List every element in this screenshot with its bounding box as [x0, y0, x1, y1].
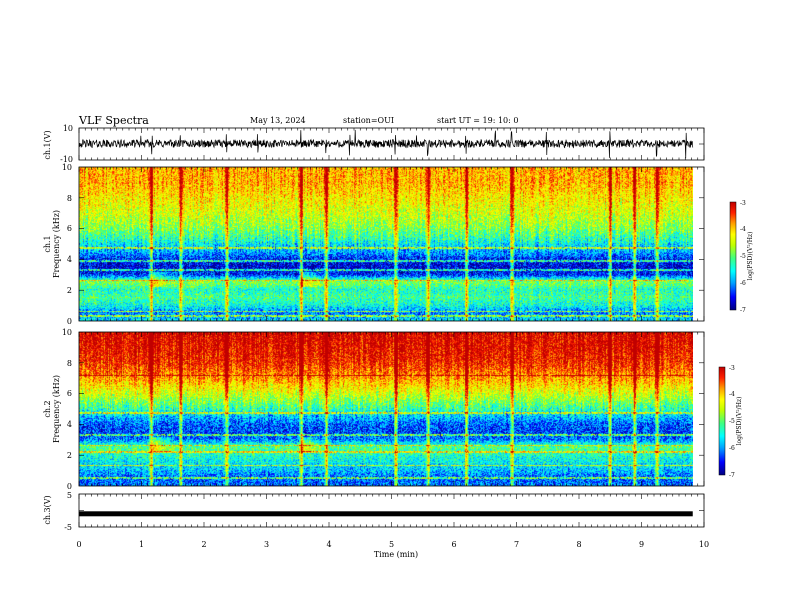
- ch1-colorbar: -3 -4 -5 -6 -7 log(PSD)(V²/Hz): [729, 200, 754, 314]
- ch2-ylabel-frequency: Frequency (kHz): [52, 375, 61, 443]
- time-tick-label: 2: [201, 540, 206, 549]
- ch2-spectrogram-ticks: [78, 332, 705, 486]
- ch1-ylabel-frequency: Frequency (kHz): [52, 210, 61, 278]
- ch2-colorbar: -3 -4 -5 -6 -7 log(PSD)(V²/Hz): [718, 365, 743, 479]
- ch1-colorbar-label: log(PSD)(V²/Hz): [747, 232, 754, 281]
- time-tick-label: 3: [264, 540, 269, 549]
- ch1-waveform-panel: 10 -10 ch.1(V): [43, 124, 705, 164]
- ch2-colorbar-bar: [718, 366, 726, 476]
- ch1-ytick-bottom: -10: [60, 155, 73, 164]
- ch3-ytick-bottom: -5: [64, 523, 72, 532]
- time-tick-label: 1: [139, 540, 144, 549]
- ch3-ytick-top: 5: [67, 491, 72, 500]
- time-tick-label: 10: [699, 540, 709, 549]
- ch2-frequency-tick-labels: 0 2 4 6 8 10: [62, 328, 72, 491]
- ch2-cb-tick-6: -6: [729, 445, 735, 452]
- ch1-cb-tick-6: -6: [740, 280, 746, 287]
- ch2-ylabel-channel: ch.2: [43, 400, 52, 417]
- ch2-cb-tick-5: -5: [729, 418, 735, 425]
- ch1-cb-tick-7: -7: [740, 307, 746, 314]
- ch1-waveform-ylabel: ch.1(V): [43, 130, 52, 159]
- ch1-ytick-10: 10: [62, 163, 72, 172]
- ch1-waveform-line: [78, 129, 694, 159]
- ch1-spectrogram-image: [79, 167, 693, 321]
- ch1-ytick-0: 0: [67, 317, 72, 326]
- ch1-ytick-8: 8: [67, 194, 72, 203]
- time-tick-label: 4: [326, 540, 331, 549]
- ch2-ytick-6: 6: [67, 389, 72, 398]
- figure-date: May 13, 2024: [250, 116, 306, 125]
- ch2-cb-tick-4: -4: [729, 391, 735, 398]
- ch3-waveform-panel: 5 -5 ch.3(V): [43, 491, 705, 532]
- ch2-colorbar-label: log(PSD)(V²/Hz): [736, 397, 743, 446]
- time-axis-label: Time (min): [374, 550, 418, 559]
- time-axis-tick-labels: 0 1 2 3 4 5 6 7 8 9 10: [76, 540, 709, 549]
- ch2-ytick-2: 2: [67, 451, 72, 460]
- ch3-waveform-ylabel: ch.3(V): [43, 495, 52, 524]
- figure-header: VLF Spectra May 13, 2024 station=OUI sta…: [78, 114, 518, 127]
- ch1-cb-tick-3: -3: [740, 200, 746, 207]
- ch1-ytick-2: 2: [67, 286, 72, 295]
- time-tick-label: 8: [576, 540, 581, 549]
- ch2-spectrogram-image: [79, 332, 693, 486]
- ch2-ytick-0: 0: [67, 482, 72, 491]
- time-tick-label: 0: [76, 540, 81, 549]
- ch1-waveform-ticks: [78, 128, 705, 160]
- ch1-frequency-tick-labels: 0 2 4 6 8 10: [62, 163, 72, 326]
- time-tick-label: 6: [451, 540, 456, 549]
- ch1-spectrogram-panel: 0 2 4 6 8 10 ch.1 Frequency (kHz): [43, 163, 705, 326]
- ch1-colorbar-bar: [729, 201, 737, 311]
- figure-title: VLF Spectra: [78, 114, 149, 127]
- figure-station: station=OUI: [343, 116, 394, 125]
- ch2-cb-tick-7: -7: [729, 472, 735, 479]
- ch2-ytick-4: 4: [67, 420, 72, 429]
- ch1-ytick-4: 4: [67, 255, 72, 264]
- ch1-cb-tick-5: -5: [740, 253, 746, 260]
- ch3-waveform-ticks: [78, 494, 705, 527]
- time-tick-label: 9: [639, 540, 644, 549]
- ch1-ylabel-channel: ch.1: [43, 235, 52, 252]
- time-tick-label: 7: [514, 540, 519, 549]
- ch2-ytick-10: 10: [62, 328, 72, 337]
- ch2-cb-tick-3: -3: [729, 365, 735, 372]
- ch1-ytick-top: 10: [63, 124, 73, 133]
- figure-start-time: start UT = 19: 10: 0: [437, 116, 518, 125]
- ch1-spectrogram-ticks: [78, 167, 705, 321]
- ch2-spectrogram-panel: 0 2 4 6 8 10 ch.2 Frequency (kHz): [43, 328, 705, 491]
- ch2-ytick-8: 8: [67, 359, 72, 368]
- time-axis: 0 1 2 3 4 5 6 7 8 9 10 Time (min): [76, 540, 709, 559]
- ch3-waveform-line: [79, 511, 693, 517]
- time-tick-label: 5: [389, 540, 394, 549]
- ch1-cb-tick-4: -4: [740, 226, 746, 233]
- ch1-ytick-6: 6: [67, 224, 72, 233]
